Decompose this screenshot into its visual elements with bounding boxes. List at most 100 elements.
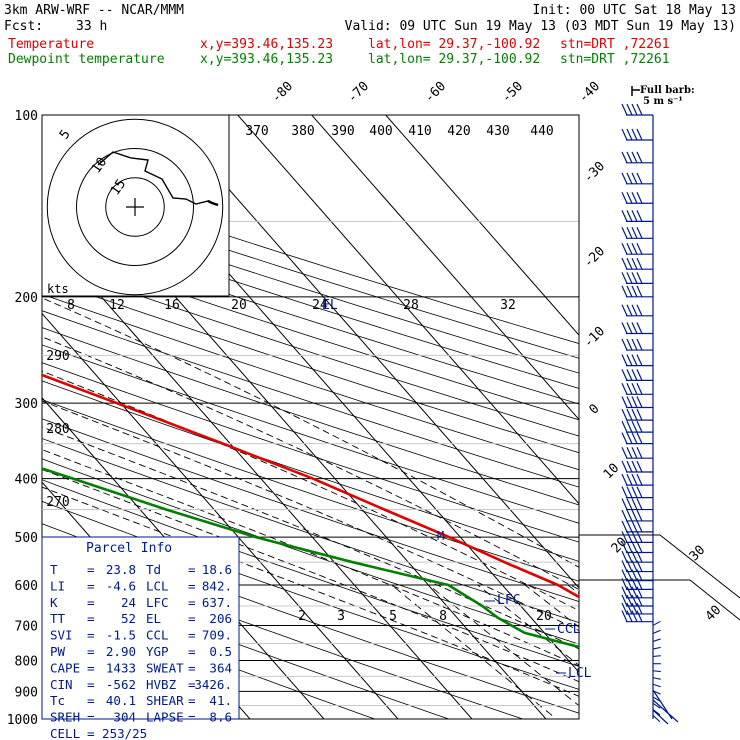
parcel-equals: = [87, 644, 95, 659]
el-label: EL [322, 298, 338, 313]
wind-barb-flag [626, 103, 633, 116]
parcel-equals: = [87, 595, 95, 610]
parcel-equals: = [87, 562, 95, 577]
parcel-value: -1.5 [106, 628, 136, 643]
wind-barb-flag [626, 560, 633, 572]
wind-barb-flag [631, 128, 638, 141]
wind-barb-flag [631, 151, 638, 164]
wind-barb-flag [626, 192, 633, 204]
isotherm-label: -10 [581, 324, 608, 351]
dew-station: stn=DRT ,72261 [560, 52, 670, 67]
dry-adiabat-line [42, 202, 579, 374]
parcel-equals: = [87, 677, 95, 692]
lfc-label: LFC [497, 593, 520, 608]
wind-barb-flag [621, 369, 628, 381]
temp-station: stn=DRT ,72261 [560, 37, 670, 52]
dry-adiabat-line [42, 500, 579, 690]
wind-barb [652, 677, 661, 680]
m-marker: M [437, 529, 444, 543]
parcel-equals: = [87, 660, 95, 675]
isotherm-line [163, 115, 579, 589]
isotherm-extension [659, 534, 740, 599]
parcel-value: -562 [106, 677, 136, 692]
parcel-value: 24 [121, 595, 136, 610]
wind-barb-flag [621, 602, 628, 615]
wind-barb-flag [626, 151, 633, 164]
wind-barb-flag [626, 227, 633, 239]
parcel-value: 0.5 [209, 644, 232, 659]
parcel-equals: = [87, 628, 95, 643]
wind-barb-flag [626, 172, 633, 185]
wind-barb-flag [626, 432, 633, 444]
temp-latlon: lat,lon= 29.37,-100.92 [368, 37, 541, 52]
wind-barb-flag [636, 420, 643, 433]
parcel-equals: = [188, 578, 196, 593]
hodograph-speed-label: 8 [67, 298, 75, 313]
mixing-ratio-label: 2 [298, 609, 306, 624]
hodograph-ring [76, 148, 194, 266]
wind-barb-flag [631, 509, 638, 522]
wind-barb-flag [631, 257, 638, 270]
wind-barb-flag [631, 541, 638, 553]
wind-barb-flag [621, 408, 628, 421]
wind-barb-flag [621, 242, 628, 255]
isotherm-label: 10 [601, 461, 623, 483]
isotherm-label: -80 [269, 79, 296, 106]
wind-barb-flag [621, 610, 628, 622]
wind-barb-flag [626, 460, 633, 473]
parcel-equals: = [188, 611, 196, 626]
wind-barb-flag [621, 304, 628, 317]
hodograph-ring-label: 10 [89, 155, 110, 176]
dry-adiabat-line [42, 344, 579, 524]
parcel-value: 206 [209, 611, 232, 626]
mixing-ratio-label: 8 [439, 609, 447, 624]
parcel-equals: = [188, 628, 196, 643]
wind-barb-flag [631, 227, 638, 239]
wind-barb-flag [626, 396, 633, 408]
isotherm-line [237, 115, 579, 505]
wind-barb-flag [631, 338, 638, 351]
dry-adiabat-line [42, 246, 579, 421]
legend-temperature: Temperature [8, 37, 95, 52]
wind-barb-flag [631, 304, 638, 317]
wind-barb-flag [631, 272, 638, 284]
wind-barbs [621, 103, 679, 725]
adiabat-label: 370 [245, 124, 268, 139]
pressure-tick-label: 1000 [7, 713, 38, 728]
wind-barb-flag [626, 610, 633, 622]
wind-barb-flag [631, 594, 638, 607]
parcel-label: HVBZ [146, 677, 177, 692]
parcel-equals: = [87, 578, 95, 593]
wind-barb-flag [636, 304, 643, 317]
wind-barb-flag [621, 396, 628, 408]
wind-barb-flag [631, 569, 638, 581]
pressure-tick-label: 200 [15, 291, 38, 306]
parcel-equals: = [87, 710, 95, 725]
parcel-equals: = [87, 611, 95, 626]
wind-barb-flag [636, 602, 643, 615]
wind-barb-flag [631, 531, 638, 543]
adiabat-label: 390 [331, 124, 354, 139]
wind-barb-flag [636, 103, 643, 116]
wind-barb-flag [626, 446, 633, 459]
wind-barb-flag [621, 560, 628, 572]
wind-barb-flag [636, 210, 643, 222]
wind-barb-flag [626, 531, 633, 543]
parcel-value: 637. [202, 595, 232, 610]
wind-barb-flag [631, 460, 638, 473]
parcel-value: 8.6 [209, 710, 232, 725]
pressure-tick-label: 600 [15, 579, 38, 594]
dry-adiabat-line [42, 418, 579, 602]
parcel-label: CCL [146, 628, 169, 643]
parcel-value: 364 [209, 660, 232, 675]
wind-barb-flag [636, 569, 643, 581]
wind-barb [652, 689, 679, 725]
parcel-value: -4.6 [106, 578, 136, 593]
moist-adiabat-line [42, 468, 579, 683]
parcel-label: T [50, 562, 58, 577]
wind-barb-flag [626, 242, 633, 255]
wind-barb-flag [631, 498, 638, 510]
parcel-label: Tc [50, 693, 65, 708]
wind-barb-flag [621, 473, 628, 486]
parcel-value: 1433 [106, 660, 136, 675]
